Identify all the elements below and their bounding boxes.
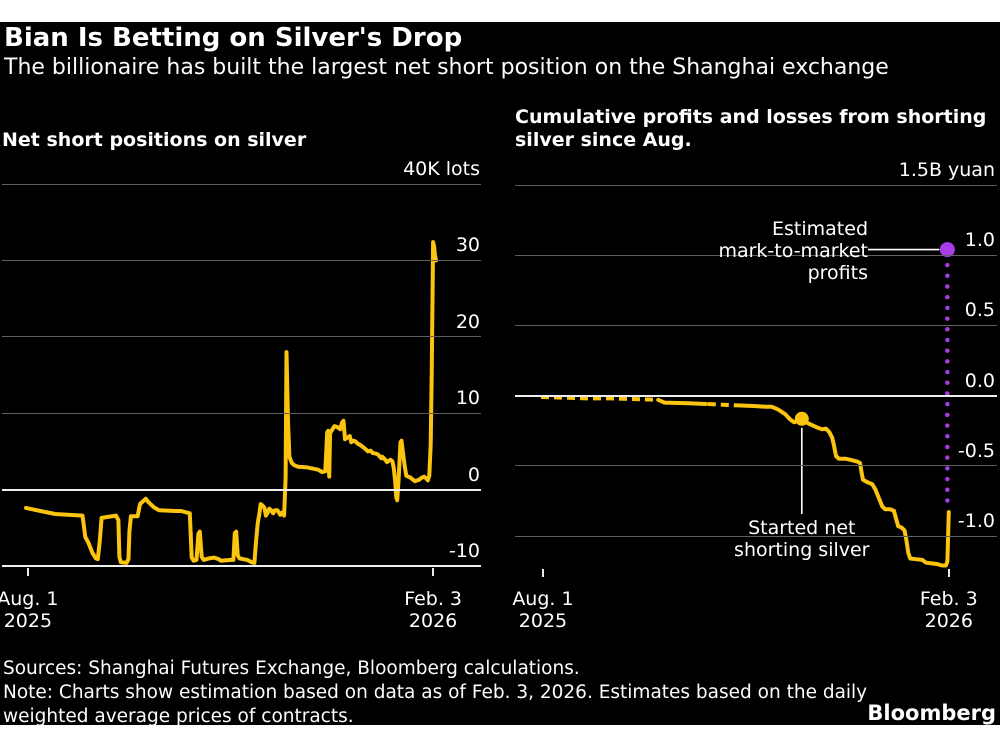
y-tick-label-cumulative-pnl: -0.5 [957, 439, 995, 462]
gridline-cumulative-pnl-1.5 [515, 184, 997, 186]
gridline-net-short-positions-40 [2, 183, 481, 185]
x-tick-cumulative-pnl [541, 569, 544, 577]
footer-note-line1: Note: Charts show estimation based on da… [3, 682, 868, 703]
gridline-cumulative-pnl--1 [515, 535, 997, 537]
estimated-profits-label: Estimated mark-to-market profits [608, 218, 868, 284]
y-tick-label-net-short-positions: 20 [455, 310, 480, 333]
estimated-profits-label-line: mark-to-market [718, 240, 868, 262]
x-tick-year-cumulative-pnl: 2026 [924, 610, 973, 632]
gridline-net-short-positions-10 [2, 412, 481, 414]
y-tick-label-net-short-positions: -10 [448, 540, 480, 562]
gridline-net-short-positions--10 [2, 565, 481, 567]
started-shorting-dot [794, 411, 809, 426]
x-tick-year-net-short-positions: 2026 [408, 610, 458, 632]
started-shorting-label-line: Started net [748, 517, 856, 539]
chart-canvas: Bian Is Betting on Silver's Drop The bil… [0, 22, 1000, 725]
x-tick-label-net-short-positions: Feb. 3 [404, 588, 462, 610]
series-net-short-lots [24, 240, 438, 565]
x-tick-net-short-positions [26, 568, 29, 576]
y-tick-label-cumulative-pnl: -1.0 [957, 510, 995, 532]
left-chart-title-line: Net short positions on silver [2, 129, 307, 151]
x-tick-label-cumulative-pnl: Aug. 1 [512, 588, 574, 610]
x-tick-label-cumulative-pnl: Feb. 3 [919, 588, 978, 610]
started-shorting-label-line: shorting silver [734, 539, 870, 561]
x-tick-year-cumulative-pnl: 2025 [518, 610, 568, 632]
footer-note-line2: weighted average prices of contracts. [3, 706, 354, 725]
started-shorting-label: Started net shorting silver [672, 517, 932, 561]
y-tick-label-net-short-positions: 40K lots [403, 158, 480, 180]
y-tick-label-cumulative-pnl: 1.5B yuan [898, 159, 995, 181]
footer-sources: Sources: Shanghai Futures Exchange, Bloo… [3, 658, 580, 679]
gridline-cumulative-pnl-0.5 [515, 324, 997, 326]
gridline-net-short-positions-20 [2, 336, 481, 338]
gridline-net-short-positions-30 [2, 259, 481, 261]
y-tick-label-cumulative-pnl: 0.5 [964, 299, 995, 322]
left-chart-title: Net short positions on silver [2, 129, 306, 152]
gridline-net-short-positions-0 [2, 488, 481, 491]
estimated-profits-label-line: profits [807, 262, 868, 284]
y-tick-label-net-short-positions: 0 [467, 463, 480, 486]
right-chart-title-line2: silver since Aug. [515, 129, 692, 151]
gridline-cumulative-pnl-1 [515, 254, 997, 256]
y-tick-label-cumulative-pnl: 0.0 [964, 369, 995, 392]
right-chart-title-line1: Cumulative profits and losses from short… [515, 106, 987, 128]
y-tick-label-cumulative-pnl: 1.0 [964, 229, 995, 252]
series-pnl-solid-1 [656, 397, 708, 406]
right-chart-title: Cumulative profits and losses from short… [515, 106, 990, 152]
x-tick-cumulative-pnl [947, 569, 950, 577]
bloomberg-logo: Bloomberg [867, 701, 996, 725]
gridline-cumulative-pnl-0 [515, 394, 997, 397]
series-pnl-estimate-dashed-2 [707, 402, 738, 408]
subtitle: The billionaire has built the largest ne… [4, 55, 889, 80]
estimated-profits-label-line: Estimated [772, 218, 868, 240]
x-tick-label-net-short-positions: Aug. 1 [0, 588, 59, 610]
series-pnl-estimate-dashed-1 [540, 395, 659, 402]
x-tick-net-short-positions [432, 568, 435, 576]
y-tick-label-net-short-positions: 30 [455, 234, 480, 257]
gridline-cumulative-pnl--0.5 [515, 465, 997, 467]
headline: Bian Is Betting on Silver's Drop [4, 23, 463, 53]
x-tick-year-net-short-positions: 2025 [3, 610, 53, 632]
y-tick-label-net-short-positions: 10 [455, 387, 480, 410]
